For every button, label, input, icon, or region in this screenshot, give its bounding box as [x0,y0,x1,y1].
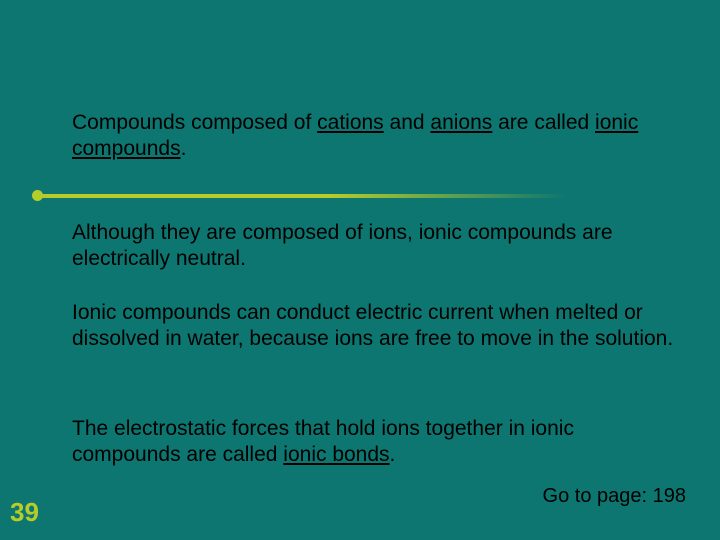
goto-page: Go to page: 198 [543,485,686,508]
slide-number: 39 [10,497,39,528]
p1-text-c: are called [492,111,595,134]
accent-rule-line [38,194,568,198]
p1-underline-anions: anions [430,111,492,134]
p1-text-d: . [181,137,187,160]
p1-text-a: Compounds composed of [72,111,317,134]
paragraph-4: The electrostatic forces that hold ions … [72,416,612,469]
goto-label: Go to page: [543,485,653,507]
goto-page-number: 198 [653,485,686,507]
accent-rule [32,188,572,202]
paragraph-2: Although they are composed of ions, ioni… [72,220,672,273]
p4-text-b: . [390,443,396,466]
paragraph-3: Ionic compounds can conduct electric cur… [72,300,682,353]
p1-underline-cations: cations [317,111,384,134]
p1-text-b: and [384,111,431,134]
paragraph-1: Compounds composed of cations and anions… [72,110,672,163]
p4-underline-ionic-bonds: ionic bonds [283,443,389,466]
